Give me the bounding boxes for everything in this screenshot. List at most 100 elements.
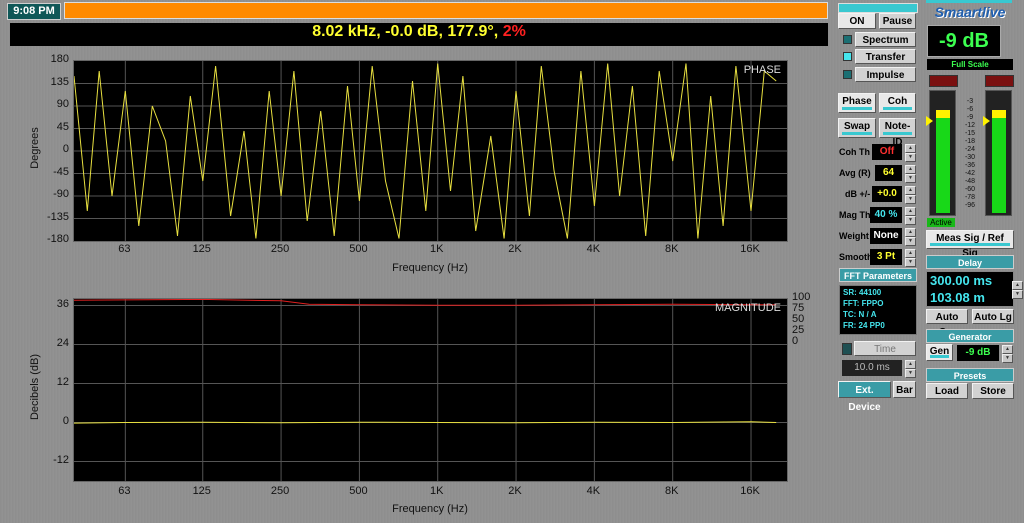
load-button[interactable]: Load (926, 383, 968, 399)
magnitude-x-tick: 125 (192, 485, 211, 497)
mag-th-stepper[interactable]: ▲ ▼ (905, 207, 916, 225)
fft-parameters-box: SR: 44100 FFT: FPPO TC: N / A FR: 24 PP0 (839, 285, 917, 335)
meter-right-clip (985, 75, 1014, 87)
coherence-tick: 50 (792, 313, 805, 325)
meter-scale-label: -6 (966, 106, 974, 113)
impulse-led[interactable] (843, 70, 852, 79)
meas-sig-button[interactable]: Meas Sig / Ref Sig (926, 230, 1014, 259)
store-button[interactable]: Store (972, 383, 1014, 399)
phase-x-tick: 2K (508, 243, 522, 255)
phase-y-tick: -45 (53, 165, 69, 178)
presets-header: Presets (926, 368, 1014, 382)
coh-th-label: Coh Th (839, 147, 870, 157)
meter-left (929, 90, 956, 216)
meter-scale-label: -24 (964, 146, 976, 153)
phase-x-tick: 63 (118, 243, 131, 255)
meter-right-fill (992, 109, 1006, 213)
phase-x-tick: 500 (349, 243, 368, 255)
auto-sm-button[interactable]: Auto Sm (926, 309, 968, 338)
fft-line: FR: 24 PP0 (843, 321, 885, 330)
status-bar (64, 2, 828, 19)
phase-x-tick: 16K (740, 243, 760, 255)
swap-button[interactable]: Swap (838, 118, 876, 138)
transfer-button[interactable]: Transfer (855, 49, 916, 64)
time-window-value[interactable]: 10.0 ms (842, 360, 902, 376)
coherence-trace (74, 299, 777, 306)
coh-th-value[interactable]: Off (872, 144, 902, 160)
phase-button[interactable]: Phase (838, 93, 876, 113)
coherence-tick: 0 (792, 335, 799, 347)
note-id-button[interactable]: Note-ID (879, 118, 916, 148)
magnitude-y-tick: 36 (56, 297, 69, 310)
gen-level-stepper[interactable]: ▲ ▼ (1002, 345, 1013, 363)
generator-header: Generator (926, 329, 1014, 343)
db-stepper[interactable]: ▲ ▼ (905, 186, 916, 204)
mag-th-value[interactable]: 40 % (870, 207, 902, 223)
auto-lg-button[interactable]: Auto Lg (972, 309, 1014, 324)
magnitude-y-tick: 24 (56, 336, 69, 349)
phase-y-tick: 90 (56, 98, 69, 110)
magnitude-y-tick: -12 (53, 453, 69, 466)
fft-parameters-header: FFT Parameters (839, 268, 917, 282)
meter-left-fill (936, 109, 950, 213)
mag-th-label: Mag Th (839, 210, 871, 220)
gen-level-value[interactable]: -9 dB (957, 345, 999, 361)
db-value[interactable]: +0.0 (872, 186, 902, 202)
phase-y-tick: -90 (53, 188, 69, 200)
magnitude-y-tick: 0 (62, 414, 69, 427)
phase-x-tick: 8K (664, 243, 679, 255)
phase-x-tick: 4K (586, 243, 601, 255)
phase-plot[interactable]: PHASE (73, 60, 788, 242)
fft-line: FFT: FPPO (843, 299, 884, 308)
coherence-tick: 75 (792, 302, 805, 314)
phase-y-tick: 180 (50, 53, 69, 65)
magnitude-plot[interactable]: MAGNITUDE (73, 298, 788, 482)
fft-line: SR: 44100 (843, 288, 882, 297)
transfer-led[interactable] (843, 52, 852, 61)
phase-x-tick: 250 (270, 243, 290, 255)
avg-label: Avg (R) (839, 168, 871, 178)
phase-y-tick: -135 (46, 210, 69, 223)
smooth-value[interactable]: 3 Pt (870, 249, 902, 265)
magnitude-plot-label: MAGNITUDE (715, 302, 781, 314)
smaartlive-logo: Smaartlive (934, 4, 1006, 20)
phase-y-tick: 135 (50, 75, 69, 88)
gen-button[interactable]: Gen (926, 344, 953, 361)
active-indicator: Active (927, 218, 955, 227)
impulse-button[interactable]: Impulse (855, 67, 916, 82)
coherence-tick: 25 (792, 324, 805, 336)
magnitude-x-tick: 500 (349, 485, 368, 497)
meter-left-pointer (926, 116, 933, 126)
avg-stepper[interactable]: ▲ ▼ (905, 165, 916, 183)
meter-scale-label: -42 (964, 170, 976, 177)
meter-scale-label: -3 (966, 98, 974, 105)
avg-value[interactable]: 64 (875, 165, 902, 181)
meter-scale-label: -15 (964, 130, 976, 137)
spectrum-button[interactable]: Spectrum (855, 32, 916, 47)
smooth-stepper[interactable]: ▲ ▼ (905, 249, 916, 267)
weight-value[interactable]: None (870, 228, 902, 244)
magnitude-trace (74, 421, 777, 424)
time-window-led[interactable] (842, 343, 852, 355)
on-button[interactable]: ON (838, 13, 876, 29)
coh-button[interactable]: Coh (879, 93, 916, 113)
ext-device-button[interactable]: Ext. Device (838, 381, 891, 413)
meter-right-pointer (983, 116, 990, 126)
meter-scale-label: -48 (964, 178, 976, 185)
magnitude-x-tick: 63 (118, 485, 131, 497)
readout-text: 8.02 kHz, -0.0 dB, 177.9°, (312, 23, 503, 40)
time-window-stepper[interactable]: ▲ ▼ (905, 360, 916, 378)
delay-stepper[interactable]: ▲ ▼ (1012, 281, 1023, 299)
time-window-button[interactable]: Time Window (854, 341, 916, 370)
meter-scale-label: -18 (964, 138, 976, 145)
meter-scale-label: -96 (964, 202, 976, 209)
phase-trace (74, 63, 777, 239)
phase-y-tick: 45 (56, 120, 69, 133)
weight-stepper[interactable]: ▲ ▼ (905, 228, 916, 246)
coherence-tick: 100 (792, 291, 811, 303)
coh-th-stepper[interactable]: ▲ ▼ (905, 144, 916, 162)
bar-button[interactable]: Bar (893, 381, 916, 398)
top-right-indicator (926, 0, 1012, 3)
pause-button[interactable]: Pause (879, 13, 916, 29)
spectrum-led[interactable] (843, 35, 852, 44)
